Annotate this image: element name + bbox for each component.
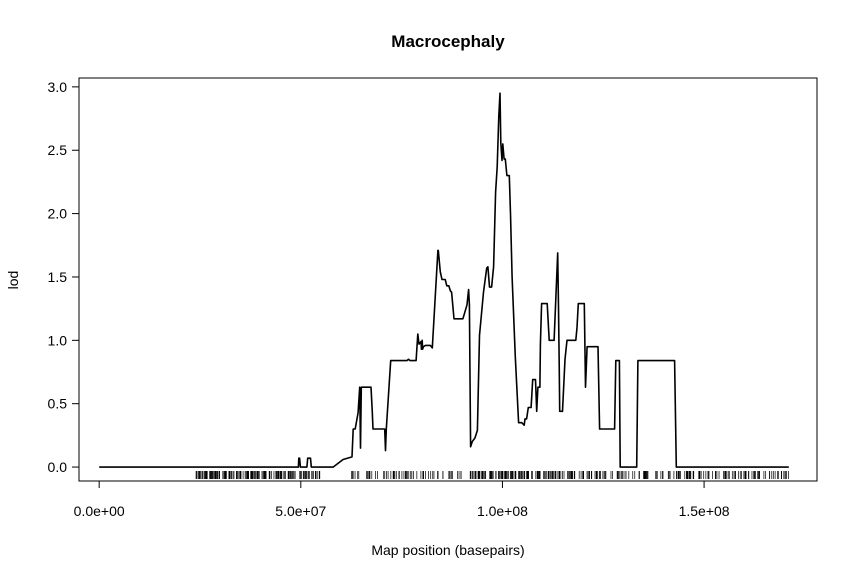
x-tick-label: 0.0e+00	[74, 503, 125, 519]
y-tick-label: 2.5	[48, 142, 68, 158]
y-tick-label: 0.0	[48, 459, 68, 475]
x-tick-label: 1.0e+08	[477, 503, 528, 519]
y-tick-label: 1.5	[48, 269, 68, 285]
plot-layer: 0.0e+00 5.0e+07 1.0e+08 1.5e+08 0.0 0.5 1.0 1.5…	[48, 79, 789, 519]
y-tick-label: 2.0	[48, 206, 68, 222]
y-tick-label: 1.0	[48, 332, 68, 348]
y-tick-label: 0.5	[48, 396, 68, 412]
y-tick-label: 3.0	[48, 79, 68, 95]
x-tick-label: 1.5e+08	[679, 503, 730, 519]
chart-title: Macrocephaly	[391, 32, 505, 51]
y-axis-label: lod	[5, 271, 21, 290]
x-tick-label: 5.0e+07	[275, 503, 326, 519]
x-axis-label: Map position (basepairs)	[371, 542, 524, 558]
lod-curve	[99, 92, 789, 468]
plot-frame	[78, 77, 818, 482]
